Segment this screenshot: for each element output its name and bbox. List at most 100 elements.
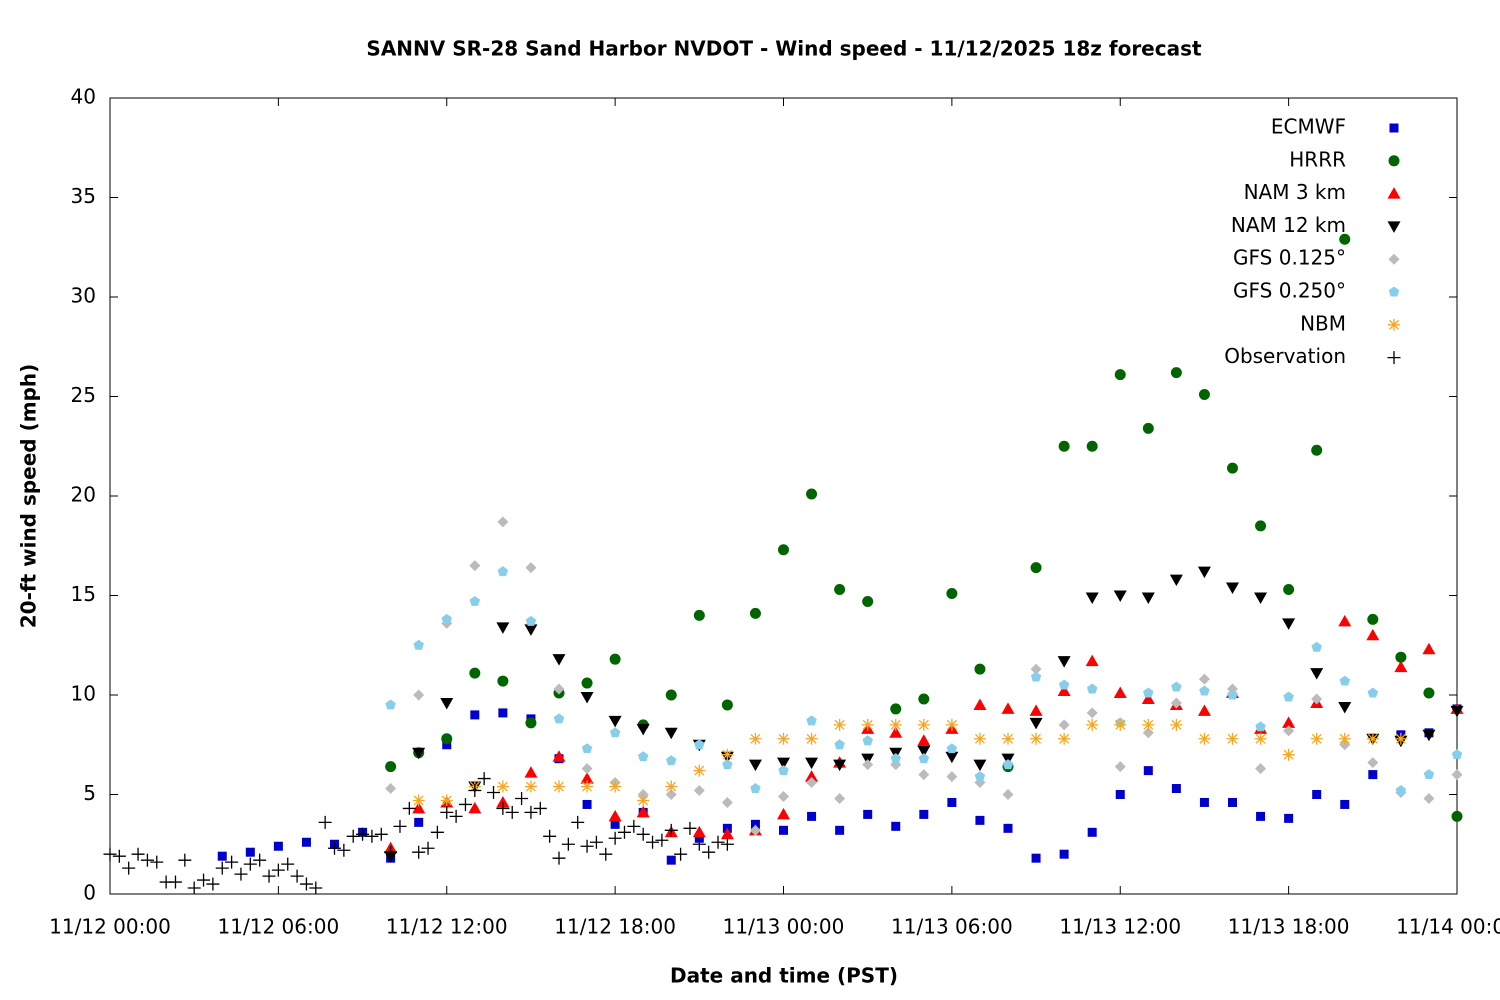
data-point: [1451, 749, 1463, 760]
data-point: [1142, 422, 1154, 434]
data-point: [1366, 732, 1379, 745]
data-point: [1367, 687, 1379, 698]
data-point: [582, 799, 592, 809]
data-point: [299, 877, 313, 891]
data-point: [1423, 769, 1435, 780]
data-point: [178, 853, 192, 867]
legend-marker: [1388, 286, 1400, 297]
data-point: [1338, 614, 1352, 627]
data-point: [692, 837, 706, 851]
data-point: [750, 783, 761, 793]
data-point: [553, 683, 565, 695]
y-tick-label: 35: [71, 184, 96, 208]
data-point: [524, 624, 538, 636]
data-point: [1198, 389, 1210, 401]
data-point: [524, 805, 538, 819]
x-axis-label: Date and time (PST): [670, 964, 898, 988]
data-point: [442, 740, 452, 750]
legend-label: ECMWF: [1271, 115, 1346, 139]
data-point: [393, 819, 407, 833]
data-point: [497, 566, 509, 577]
data-point: [197, 873, 211, 887]
data-point: [309, 881, 323, 895]
data-point: [1368, 770, 1378, 780]
data-point: [533, 801, 547, 815]
data-point: [834, 739, 845, 750]
data-point: [581, 743, 593, 754]
data-point: [1310, 732, 1323, 745]
data-point: [122, 861, 136, 875]
data-point: [1338, 701, 1352, 714]
legend-label: Observation: [1224, 344, 1346, 368]
data-point: [749, 732, 762, 745]
data-point: [665, 789, 677, 800]
data-point: [1227, 689, 1238, 700]
y-tick-label: 25: [71, 383, 96, 407]
legend-label: GFS 0.125°: [1233, 246, 1346, 270]
data-point: [917, 734, 931, 746]
data-point: [1197, 704, 1211, 716]
data-point: [721, 796, 733, 808]
data-point: [1114, 761, 1126, 773]
data-point: [890, 753, 901, 764]
data-point: [609, 780, 622, 793]
data-point: [748, 759, 762, 772]
data-point: [711, 835, 725, 849]
data-point: [1086, 707, 1098, 719]
x-tick-label: 11/14 00:00: [1396, 915, 1500, 939]
data-point: [1031, 853, 1041, 863]
data-point: [835, 825, 845, 835]
data-point: [553, 713, 565, 724]
data-point: [646, 835, 660, 849]
data-point: [1226, 582, 1239, 595]
y-tick-label: 10: [71, 682, 96, 706]
data-point: [1142, 727, 1154, 739]
data-point: [140, 853, 154, 867]
data-point: [890, 703, 902, 715]
data-point: [571, 815, 585, 829]
data-point: [833, 718, 846, 731]
data-point: [917, 718, 930, 731]
data-point: [525, 717, 537, 729]
data-point: [1087, 827, 1097, 837]
data-point: [1254, 732, 1267, 745]
data-point: [834, 792, 846, 804]
data-point: [1311, 693, 1323, 705]
data-point: [1311, 444, 1323, 456]
data-point: [610, 819, 620, 829]
data-point: [1283, 691, 1294, 702]
data-point: [636, 827, 650, 841]
data-point: [1029, 717, 1043, 730]
data-point: [665, 689, 677, 701]
x-tick-label: 11/13 06:00: [891, 915, 1013, 939]
data-point: [722, 759, 733, 770]
legend-marker: [1388, 318, 1400, 331]
data-point: [580, 772, 594, 784]
data-point: [861, 718, 874, 731]
data-point: [440, 805, 454, 819]
data-point: [412, 801, 426, 814]
data-point: [1001, 702, 1015, 714]
x-tick-label: 11/12 12:00: [386, 915, 508, 939]
data-point: [777, 732, 790, 745]
data-point: [749, 824, 761, 836]
data-point: [891, 821, 901, 831]
data-point: [543, 829, 557, 843]
data-point: [1169, 574, 1183, 587]
data-point: [666, 755, 677, 766]
data-point: [187, 881, 201, 895]
legend-label: NAM 3 km: [1244, 180, 1346, 204]
data-point: [356, 827, 370, 841]
data-point: [449, 809, 463, 823]
data-point: [1057, 656, 1071, 668]
data-point: [524, 780, 537, 793]
data-point: [441, 733, 453, 745]
data-point: [693, 609, 705, 621]
data-point: [1254, 592, 1268, 604]
y-tick-label: 20: [71, 483, 96, 507]
data-point: [1395, 785, 1407, 795]
data-point: [301, 837, 311, 847]
data-point: [720, 827, 734, 840]
legend-label: NAM 12 km: [1231, 213, 1346, 237]
data-point: [1367, 613, 1379, 625]
